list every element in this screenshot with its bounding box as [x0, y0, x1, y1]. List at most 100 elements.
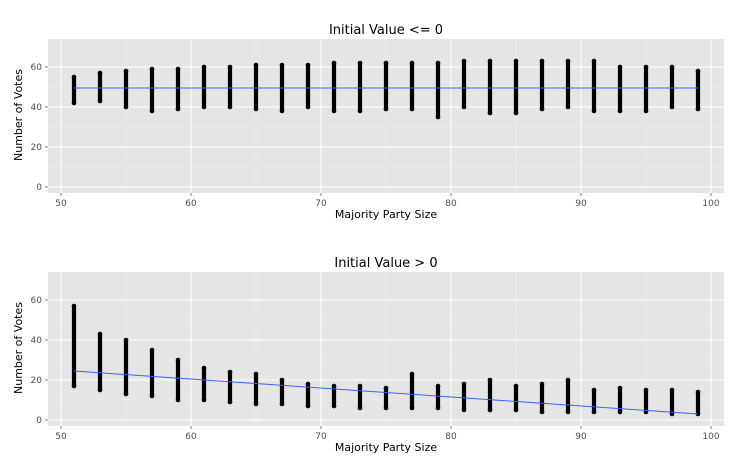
y-tick-label: 0: [36, 183, 42, 193]
data-point-min: [149, 393, 155, 399]
data-point-min: [435, 114, 441, 120]
data-point-max: [695, 68, 701, 74]
data-point-min: [487, 407, 493, 413]
data-point-max: [435, 383, 441, 389]
data-point-max: [253, 62, 259, 68]
data-point-min: [331, 403, 337, 409]
data-point-min: [97, 98, 103, 104]
data-point-max: [305, 381, 311, 387]
data-point-max: [201, 64, 207, 70]
data-point-min: [357, 405, 363, 411]
y-tick-label: 20: [31, 376, 43, 386]
data-point-min: [643, 108, 649, 114]
x-tick-label: 60: [185, 199, 197, 209]
data-point-max: [97, 70, 103, 76]
panel-initial-value-gt-0: 50 60 70 80 90 100 0 20 40 60 Initial Value > 0 M…: [12, 256, 724, 454]
data-point-min: [227, 104, 233, 110]
data-point-max: [565, 377, 571, 383]
data-point-max: [539, 381, 545, 387]
data-point-min: [591, 409, 597, 415]
data-point-max: [357, 60, 363, 66]
data-point-min: [201, 397, 207, 403]
data-point-min: [383, 405, 389, 411]
data-point-max: [201, 365, 207, 371]
data-point-min: [669, 411, 675, 417]
data-point-max: [149, 347, 155, 353]
data-point-min: [331, 108, 337, 114]
data-point-min: [357, 108, 363, 114]
data-point-max: [71, 74, 77, 80]
data-point-min: [461, 407, 467, 413]
data-point-min: [305, 104, 311, 110]
data-point-min: [201, 104, 207, 110]
x-tick-label: 70: [315, 432, 327, 442]
data-point-max: [175, 66, 181, 72]
x-tick-label: 100: [702, 199, 719, 209]
x-tick-label: 80: [445, 199, 457, 209]
data-point-max: [409, 371, 415, 377]
data-point-max: [149, 66, 155, 72]
y-tick-label: 0: [36, 416, 42, 426]
y-axis-title: Number of Votes: [12, 302, 25, 394]
data-point-max: [97, 331, 103, 337]
data-point-max: [461, 58, 467, 64]
y-tick-label: 40: [31, 336, 43, 346]
data-point-min: [71, 383, 77, 389]
data-point-min: [409, 405, 415, 411]
data-point-max: [383, 385, 389, 391]
data-point-min: [305, 403, 311, 409]
data-point-max: [669, 387, 675, 393]
data-point-min: [227, 399, 233, 405]
data-point-max: [617, 64, 623, 70]
data-point-max: [331, 60, 337, 66]
y-tick-label: 60: [31, 296, 43, 306]
data-point-min: [71, 100, 77, 106]
data-point-max: [513, 383, 519, 389]
x-tick-label: 50: [55, 432, 67, 442]
data-point-min: [461, 104, 467, 110]
data-point-min: [617, 409, 623, 415]
data-point-min: [123, 104, 129, 110]
data-point-min: [435, 405, 441, 411]
data-point-max: [487, 377, 493, 383]
data-point-max: [461, 381, 467, 387]
data-point-max: [409, 60, 415, 66]
data-point-max: [435, 60, 441, 66]
data-point-min: [253, 401, 259, 407]
data-point-max: [227, 64, 233, 70]
data-point-min: [279, 401, 285, 407]
data-point-min: [617, 108, 623, 114]
data-point-max: [591, 58, 597, 64]
x-tick-label: 90: [575, 199, 587, 209]
data-point-max: [695, 389, 701, 395]
y-tick-label: 60: [31, 63, 43, 73]
data-point-min: [175, 106, 181, 112]
data-point-min: [565, 409, 571, 415]
data-point-max: [71, 303, 77, 309]
y-tick-label: 40: [31, 103, 43, 113]
panel-title: Initial Value > 0: [334, 256, 437, 271]
y-axis-title: Number of Votes: [12, 69, 25, 161]
data-point-max: [123, 68, 129, 74]
data-point-max: [539, 58, 545, 64]
x-tick-label: 50: [55, 199, 67, 209]
x-tick-label: 100: [702, 432, 719, 442]
data-point-min: [253, 106, 259, 112]
plot-area: 50 60 70 80 90 100 0 20 40 60: [31, 272, 724, 442]
data-point-max: [643, 387, 649, 393]
data-point-min: [591, 108, 597, 114]
data-point-max: [357, 383, 363, 389]
data-point-min: [409, 106, 415, 112]
data-point-min: [149, 108, 155, 114]
x-tick-label: 70: [315, 199, 327, 209]
y-tick-label: 20: [31, 143, 43, 153]
x-axis-title: Majority Party Size: [335, 208, 437, 221]
data-point-max: [669, 64, 675, 70]
data-point-min: [669, 104, 675, 110]
x-tick-label: 80: [445, 432, 457, 442]
data-point-min: [383, 106, 389, 112]
data-point-max: [253, 371, 259, 377]
plot-area: 50 60 70 80 90 100 0 20 40 60: [31, 39, 724, 209]
